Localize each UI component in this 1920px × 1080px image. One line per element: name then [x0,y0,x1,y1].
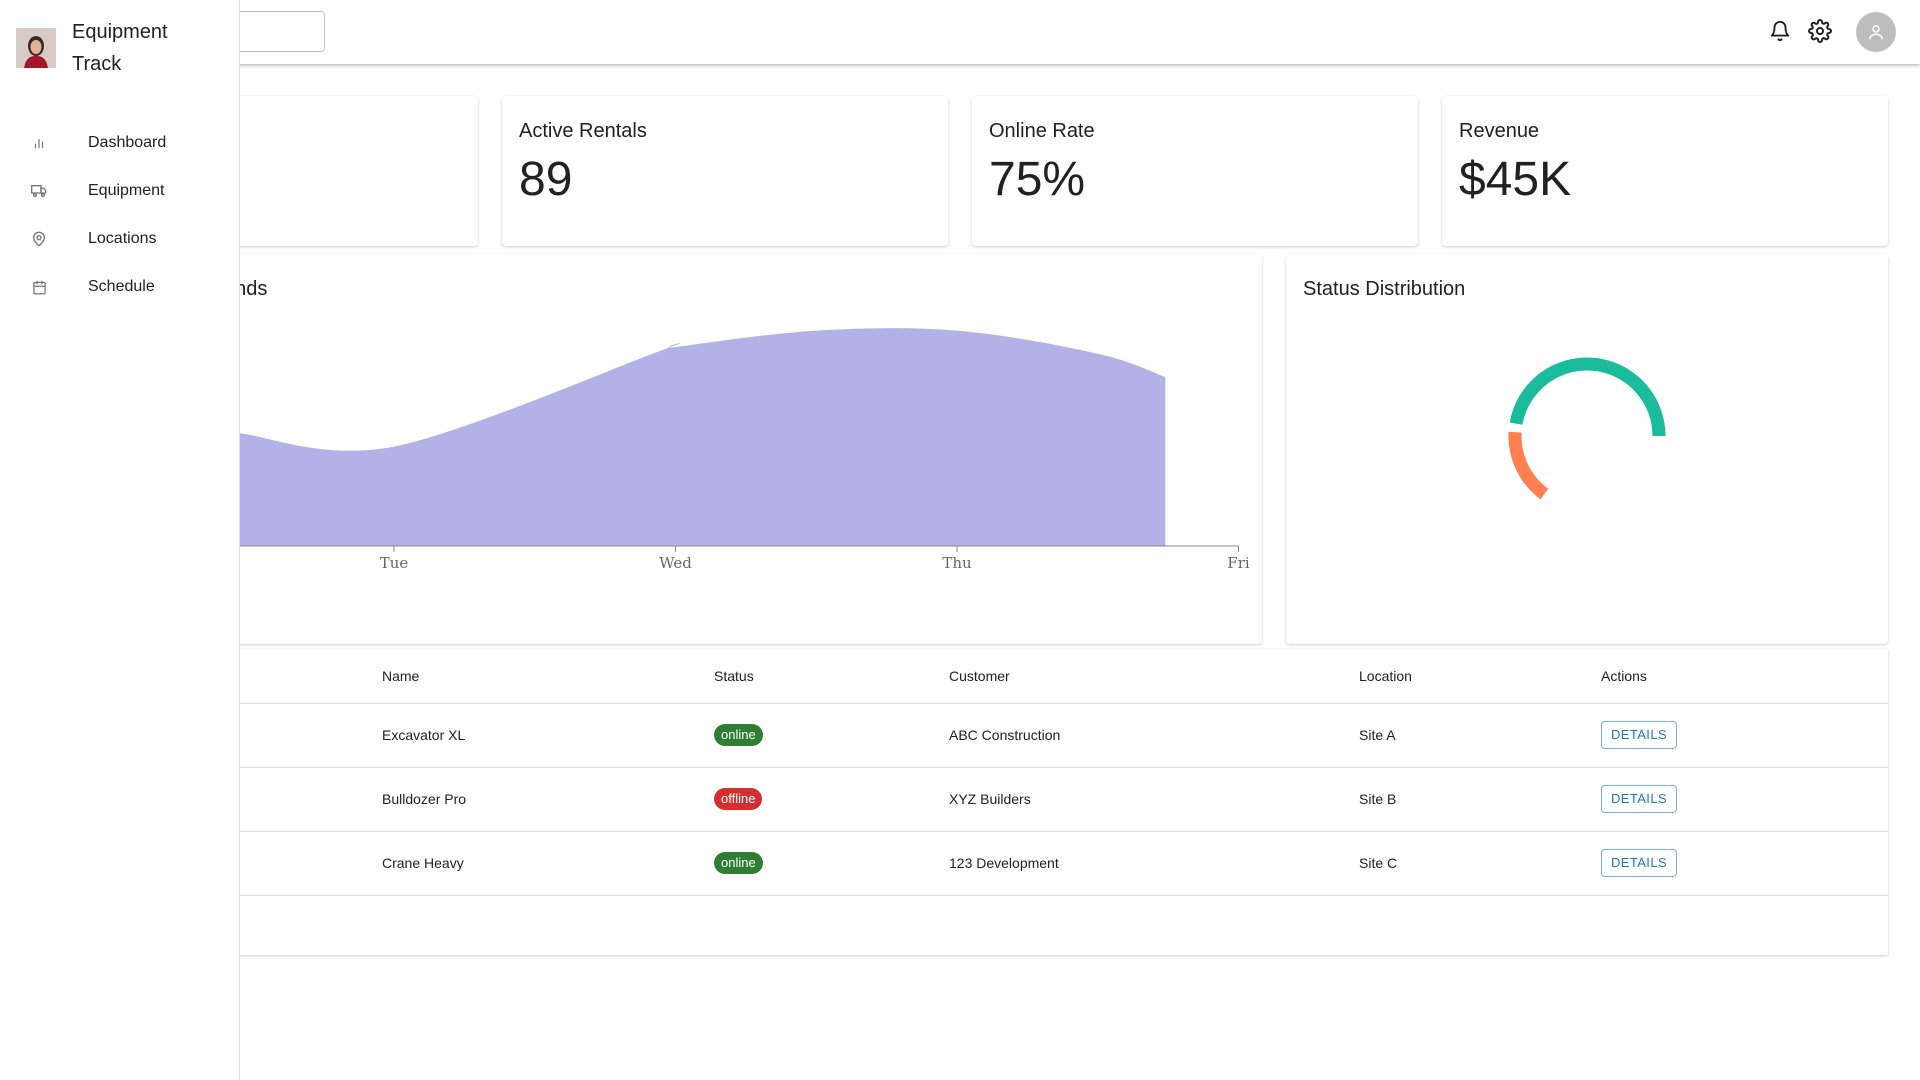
equipment-name: Excavator XL [382,703,714,768]
status-badge: online [714,852,763,874]
status-cell: online [714,703,949,768]
x-axis-tick-label: Wed [659,554,692,572]
status-badge: offline [714,788,763,810]
brand-avatar [16,28,56,68]
bell-icon[interactable] [1766,16,1794,46]
x-axis-tick-label: Thu [942,554,972,572]
actions-cell: DETAILS [1601,703,1888,768]
truck-icon [30,182,48,200]
details-button[interactable]: DETAILS [1601,721,1678,749]
trend-area-chart: Tue Wed Thu Fri [240,328,1250,572]
actions-cell: DETAILS [1601,767,1888,832]
equipment-name: Crane Heavy [382,831,714,896]
sidebar-item-label: Dashboard [88,134,167,151]
table-header-actions: Actions [1601,649,1888,704]
status-donut-chart [1508,357,1666,500]
customer-name: XYZ Builders [949,767,1359,832]
donut-segment [1508,431,1549,500]
stat-label: Revenue [1459,120,1540,142]
table-row: Excavator XL online ABC Construction Sit… [140,703,1888,768]
trend-chart-panel: ends Tue Wed Thu Fri [140,254,1262,644]
stat-label: Online Rate [989,120,1095,142]
table-header-location[interactable]: Location [1359,649,1601,704]
app-bar [0,0,1920,64]
status-cell: offline [714,767,949,832]
donut-segment [1509,357,1666,437]
user-avatar-icon[interactable] [1856,12,1896,52]
table-header-customer[interactable]: Customer [949,649,1359,704]
stat-value: 89 [519,153,573,206]
customer-name: 123 Development [949,831,1359,896]
sidebar-item-dashboard[interactable]: Dashboard [0,119,239,167]
table-header-row: Name Status Customer Location Actions [140,649,1888,704]
actions-cell: DETAILS [1601,831,1888,896]
location-name: Site C [1359,831,1601,896]
stat-label: Active Rentals [519,120,647,142]
sidebar-drawer: Equipment Track Dashboard Equipment Loca… [0,0,240,1080]
status-distribution-panel: Status Distribution [1286,254,1888,644]
status-cell: online [714,831,949,896]
sidebar-item-label: Schedule [88,278,155,295]
table-header-status[interactable]: Status [714,649,949,704]
calendar-icon [30,278,48,296]
location-name: Site B [1359,767,1601,832]
location-name: Site A [1359,703,1601,768]
stat-card-revenue: Revenue $45K [1442,96,1888,246]
stat-card-online-rate: Online Rate 75% [972,96,1418,246]
table-row: Bulldozer Pro offline XYZ Builders Site … [140,767,1888,832]
details-button[interactable]: DETAILS [1601,785,1678,813]
customer-name: ABC Construction [949,703,1359,768]
sidebar-item-locations[interactable]: Locations [0,215,239,263]
table-header-name[interactable]: Name [382,649,714,704]
sidebar-item-label: Locations [88,230,157,247]
sidebar-item-schedule[interactable]: Schedule [0,263,239,311]
trend-area-series [240,328,1166,546]
sidebar-item-equipment[interactable]: Equipment [0,167,239,215]
details-button[interactable]: DETAILS [1601,849,1678,877]
table-row: Crane Heavy online 123 Development Site … [140,831,1888,896]
x-axis-tick-label: Tue [380,554,409,572]
stat-value: $45K [1459,153,1572,206]
main-content: Active Rentals 89 Online Rate 75% Revenu… [0,64,1920,1080]
status-badge: online [714,724,763,746]
x-axis-tick-label: Fri [1227,554,1250,572]
stat-value: 75% [989,153,1086,206]
map-pin-icon [30,230,48,248]
equipment-table: Name Status Customer Location Actions Ex… [140,649,1888,955]
sidebar-item-label: Equipment [88,182,165,199]
status-distribution-title: Status Distribution [1303,278,1466,300]
gear-icon[interactable] [1806,16,1834,46]
stat-card-active-rentals: Active Rentals 89 [502,96,948,246]
app-title: Equipment Track [72,21,168,75]
bar-chart-icon [30,134,48,152]
equipment-name: Bulldozer Pro [382,767,714,832]
